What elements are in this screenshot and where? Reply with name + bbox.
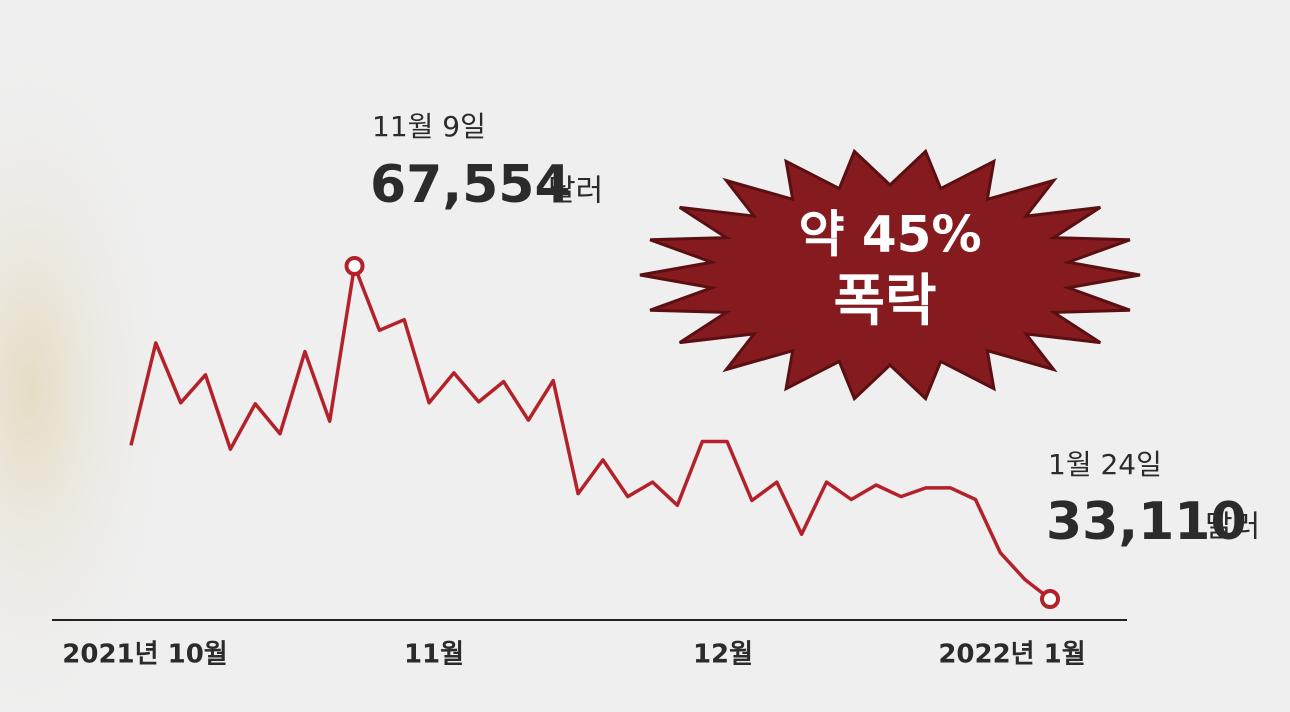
last-value: 33,110: [1046, 492, 1247, 552]
point-marker: [1040, 589, 1060, 609]
peak-value: 67,554: [370, 155, 571, 215]
x-tick-label: 11월: [404, 640, 464, 670]
x-tick-label: 2022년 1월: [938, 640, 1085, 670]
burst: [639, 148, 1141, 402]
badge-text: 폭락: [833, 269, 936, 334]
decoration: [0, 0, 300, 708]
last-unit: 달러: [1205, 510, 1260, 545]
line: [129, 264, 1052, 601]
last-date: 1월 24일: [1048, 448, 1162, 481]
badge-text: 약 45%: [798, 206, 981, 264]
point-marker: [344, 256, 365, 276]
x-tick-label: 2021년 10월: [62, 640, 227, 670]
peak-unit: 달러: [548, 174, 603, 209]
peak-date: 11월 9일: [372, 110, 486, 143]
x-tick-label: 12월: [693, 640, 753, 670]
